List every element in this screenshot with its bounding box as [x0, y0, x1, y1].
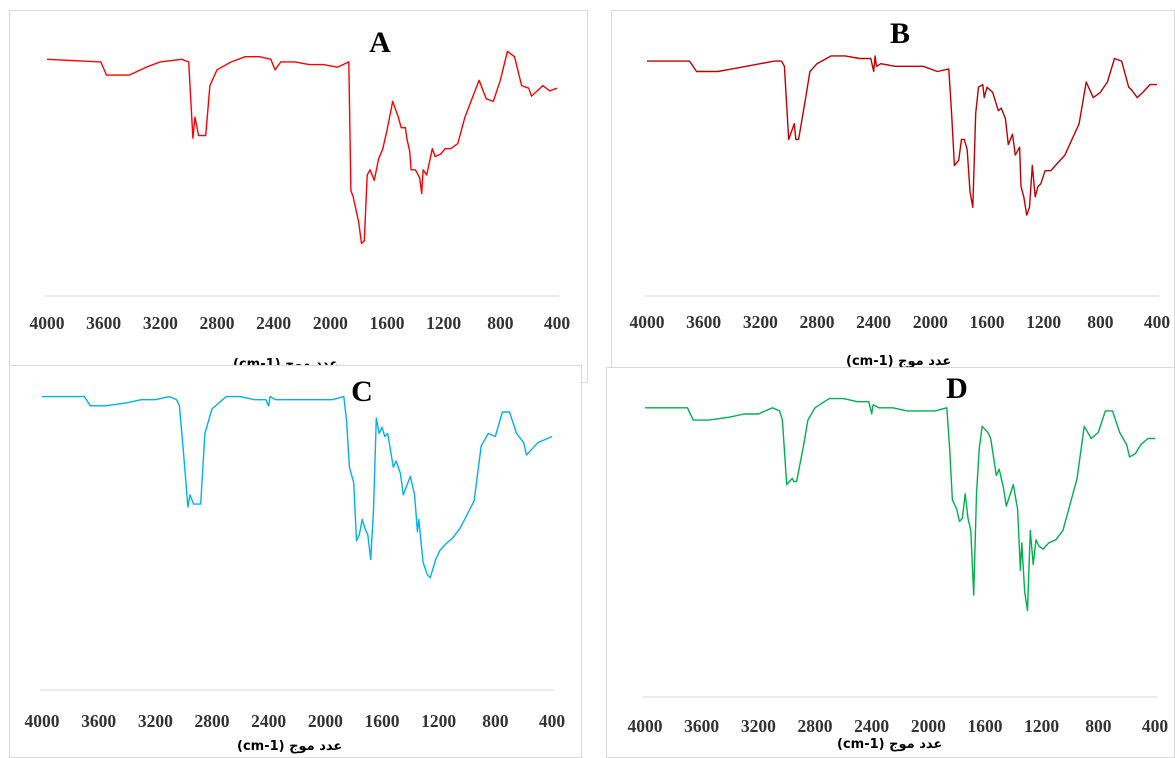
panel-letter-b: B — [890, 17, 910, 50]
x-tick-label: 2800 — [800, 312, 835, 332]
x-tick-label: 4000 — [628, 716, 663, 736]
x-tick-label: 3200 — [143, 313, 178, 333]
x-tick-label: 3600 — [686, 312, 721, 332]
panel-letter-a: A — [369, 26, 391, 59]
x-tick-label: 1200 — [1026, 312, 1061, 332]
x-tick-label: 3600 — [684, 716, 719, 736]
x-tick-label: 800 — [1087, 312, 1114, 332]
x-axis-title: عدد موج (cm-1) — [846, 354, 952, 369]
x-tick-label: 2400 — [251, 711, 286, 731]
x-tick-label: 400 — [539, 711, 566, 731]
x-tick-label: 2800 — [200, 313, 235, 333]
panel-letter-c: C — [351, 375, 373, 408]
spectrum-svg-b: 4000 3600 3200 2800 2400 2000 1600 1200 800 400 B — [630, 17, 1171, 332]
x-tick-label: 2000 — [313, 313, 348, 333]
x-tick-label: 400 — [544, 313, 571, 333]
x-tick-label: 2800 — [195, 711, 230, 731]
panel-letter-d: D — [946, 372, 968, 405]
x-tick-label: 3200 — [743, 312, 778, 332]
x-tick-label: 800 — [487, 313, 514, 333]
x-axis-title: عدد موج (cm-1) — [237, 739, 343, 754]
chart-panel-a: 40003600320028002400200016001200800400Aع… — [9, 10, 588, 383]
x-tick-label: 3200 — [741, 716, 776, 736]
spectrum-svg-d: 4000 3600 3200 2800 2400 2000 1600 1200 800 400 D — [628, 372, 1169, 736]
chart-panel-c: 4000 3600 3200 2800 2400 2000 1600 1200 800 400 C ع… — [9, 365, 582, 758]
x-tick-label: 1600 — [970, 312, 1005, 332]
x-tick-label: 800 — [1085, 716, 1112, 736]
x-tick-label: 3200 — [138, 711, 173, 731]
x-tick-label: 4000 — [30, 313, 65, 333]
x-tick-label: 400 — [1142, 716, 1169, 736]
x-tick-label: 1200 — [1024, 716, 1059, 736]
x-axis-title: عدد موج (cm-1) — [837, 737, 943, 752]
x-tick-label: 2000 — [308, 711, 343, 731]
x-tick-label: 1200 — [426, 313, 461, 333]
x-tick-label: 2800 — [798, 716, 833, 736]
x-tick-label: 3600 — [86, 313, 121, 333]
x-tick-label: 2400 — [256, 313, 291, 333]
x-tick-label: 4000 — [630, 312, 665, 332]
spectrum-line-a — [46, 50, 558, 245]
x-tick-label: 1200 — [421, 711, 456, 731]
x-tick-label: 2400 — [854, 716, 889, 736]
x-tick-label: 1600 — [370, 313, 405, 333]
x-tick-label: 2000 — [913, 312, 948, 332]
spectrum-svg-c: 4000 3600 3200 2800 2400 2000 1600 1200 800 400 C — [25, 375, 566, 731]
spectrum-svg-a: 4000 3600 3200 2800 2400 2000 1600 1200 800 400 A — [30, 26, 571, 333]
x-tick-label: 2400 — [856, 312, 891, 332]
x-tick-label: 400 — [1144, 312, 1171, 332]
x-tick-label: 1600 — [365, 711, 400, 731]
x-tick-label: 1600 — [968, 716, 1003, 736]
x-tick-label: 2000 — [911, 716, 946, 736]
x-tick-label: 800 — [482, 711, 509, 731]
spectrum-line-d — [645, 397, 1155, 612]
chart-panel-d: 4000 3600 3200 2800 2400 2000 1600 1200 800 400 D ع… — [606, 367, 1175, 758]
chart-panel-b: 4000 3600 3200 2800 2400 2000 1600 1200 800 400 B ع… — [611, 10, 1175, 380]
spectrum-line-b — [647, 55, 1157, 216]
spectrum-line-c — [42, 395, 553, 579]
x-tick-label: 4000 — [25, 711, 60, 731]
x-tick-label: 3600 — [81, 711, 116, 731]
